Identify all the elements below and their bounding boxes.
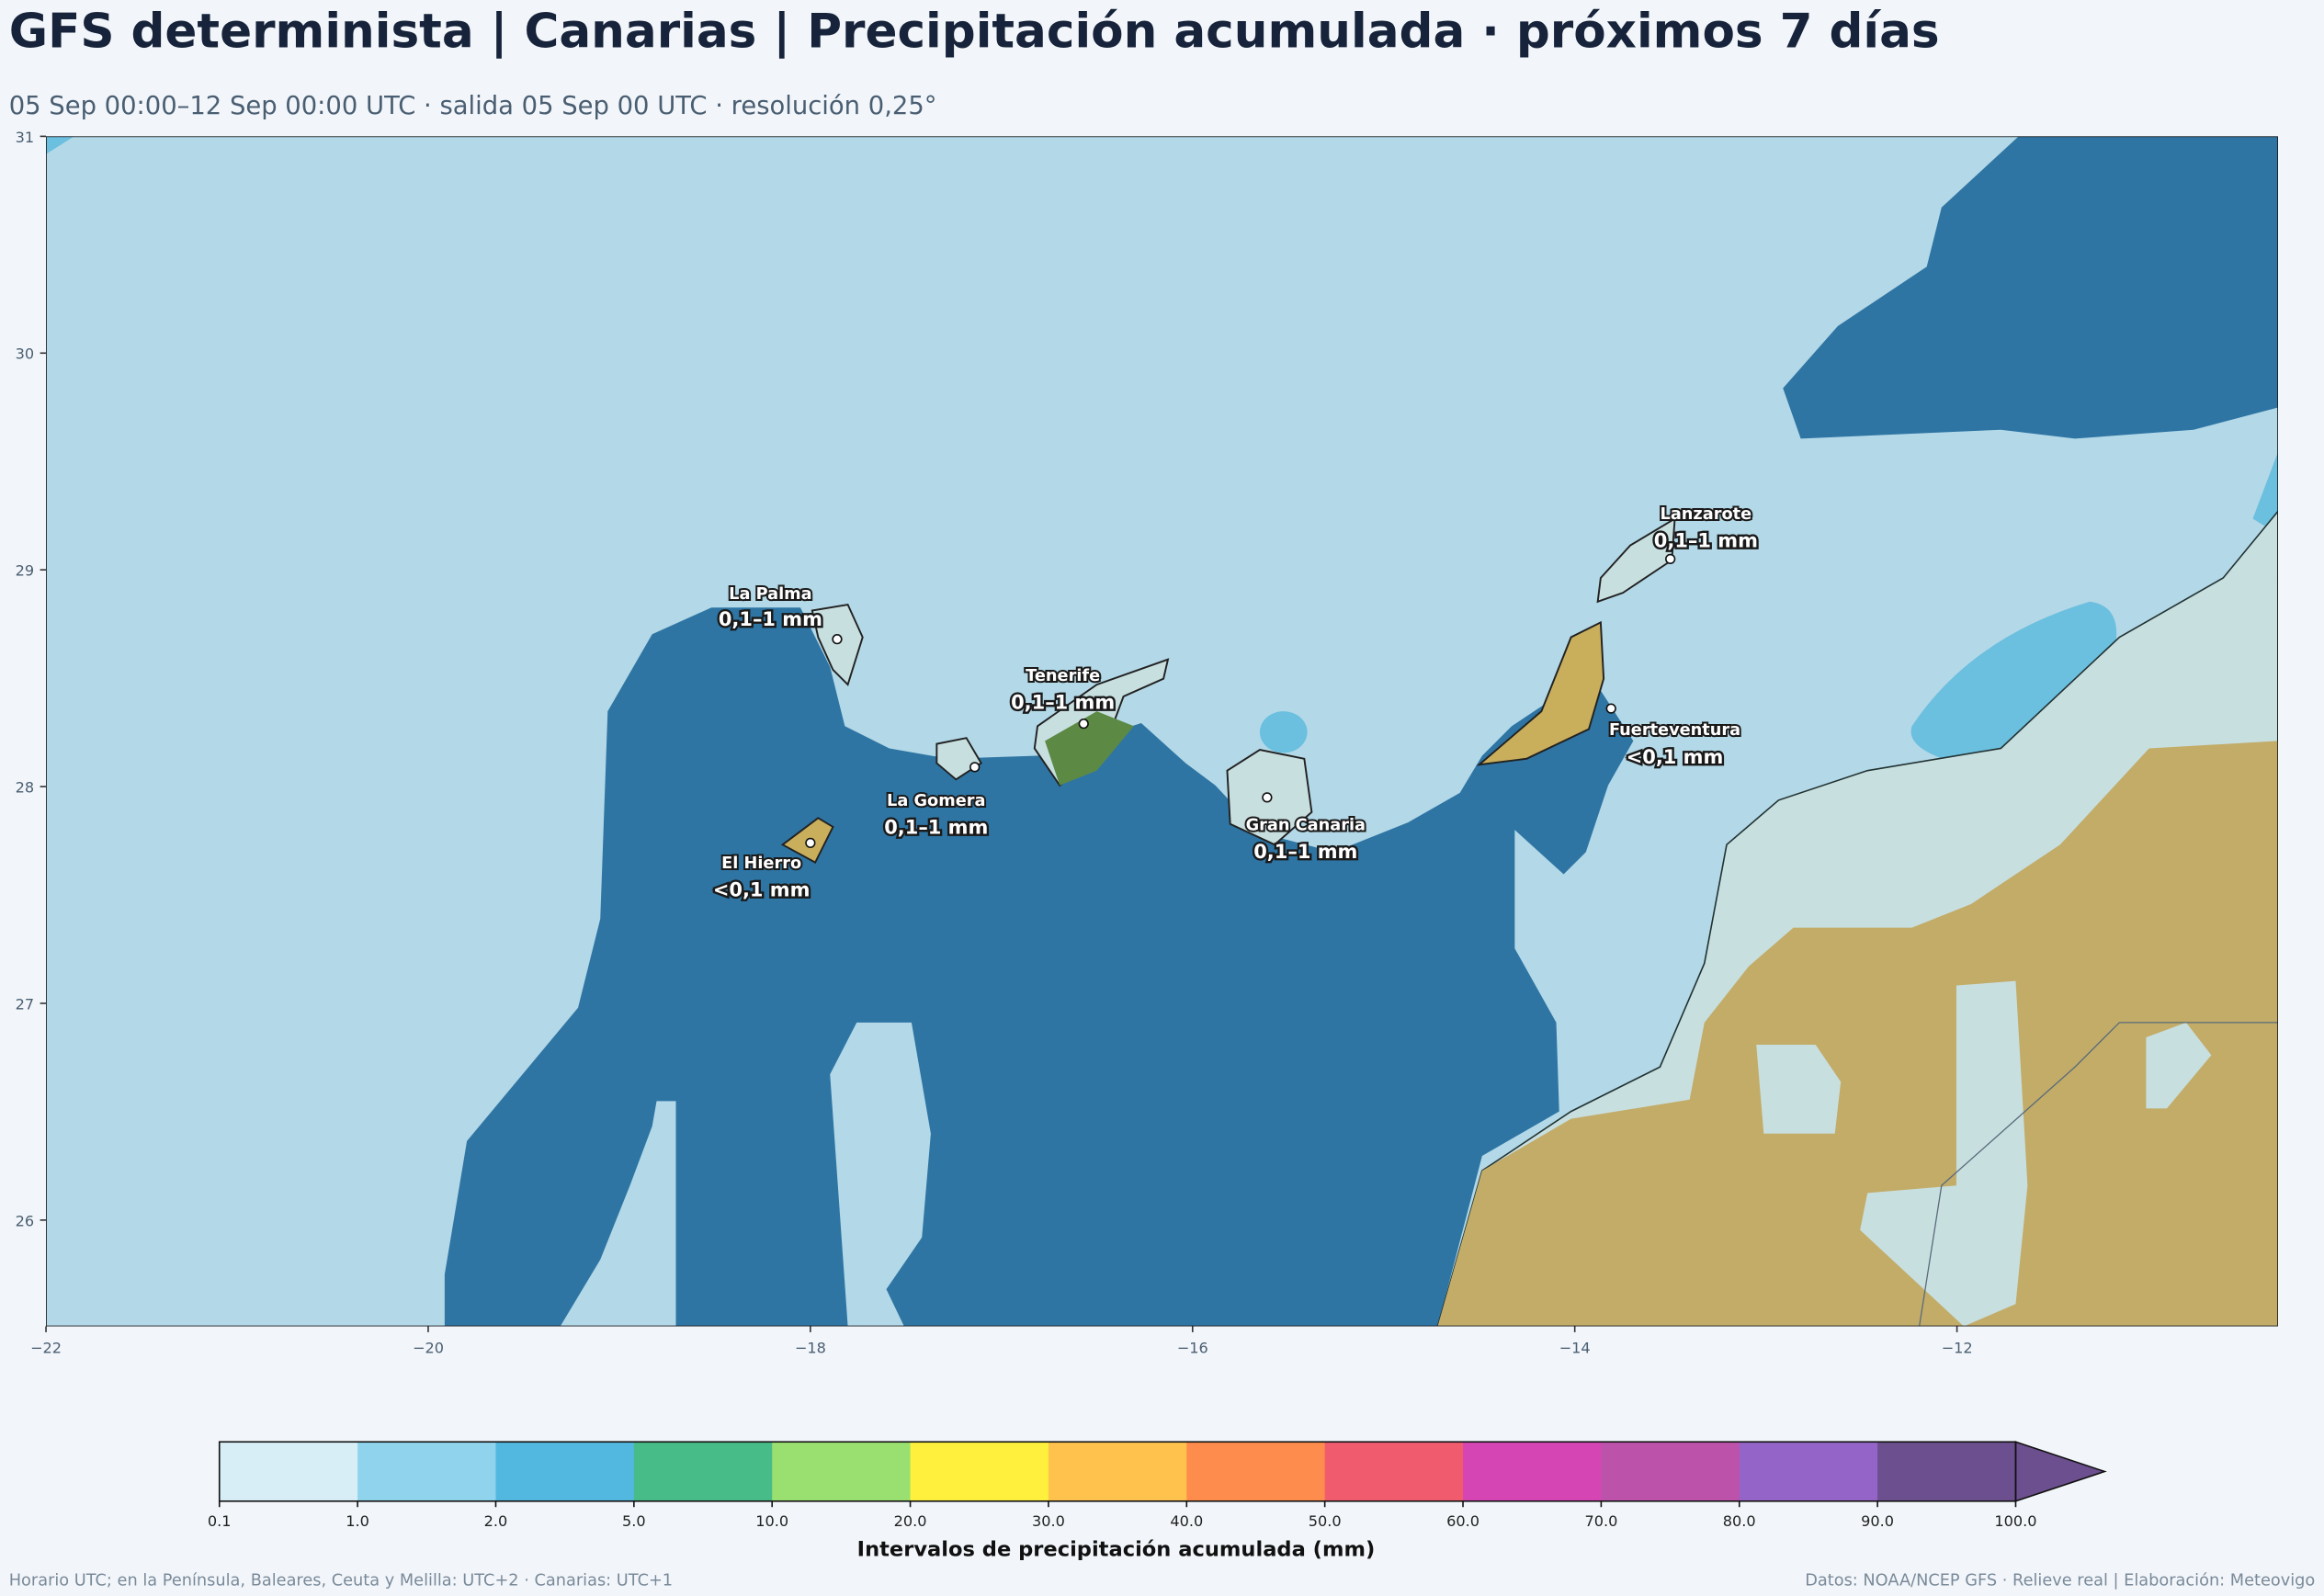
land-patch [1756, 1045, 1842, 1134]
footer-left: Horario UTC; en la Península, Baleares, … [9, 1572, 673, 1590]
border [1919, 1022, 2278, 1327]
colorbar-tick-label: 1.0 [346, 1512, 369, 1530]
island-relief [1045, 711, 1134, 786]
colorbar-segment [1048, 1442, 1188, 1501]
colorbar: 0.1 1.0 2.0 5.0 10.0 20.0 30.0 40.0 50.0 60.0 70.0… [208, 1441, 2107, 1530]
footer-right: Datos: NOAA/NCEP GFS · Relieve real | El… [1805, 1572, 2315, 1590]
colorbar-tick-label: 30.0 [1032, 1512, 1065, 1530]
x-tick-label: −12 [1942, 1339, 1973, 1356]
axes: −22 −20 −18 −16 −14 −12 26 27 28 29 30 31 [16, 129, 1973, 1357]
x-tick-label: −16 [1177, 1339, 1208, 1356]
island-name: Lanzarote [1661, 505, 1752, 524]
precip-region [1783, 136, 2278, 439]
map-layers [46, 136, 2278, 1327]
island-value: 0,1–1 mm [719, 608, 822, 630]
island-point [1078, 719, 1089, 730]
y-tick-label: 27 [16, 995, 35, 1013]
x-tick-label: −14 [1559, 1339, 1591, 1356]
x-tick-label: −18 [795, 1339, 826, 1356]
island-value: 0,1–1 mm [1011, 692, 1115, 714]
colorbar-segment [1324, 1442, 1464, 1501]
colorbar-tick-label: 2.0 [484, 1512, 508, 1530]
colorbar-tick-label: 60.0 [1446, 1512, 1479, 1530]
colorbar-segment [357, 1442, 497, 1501]
colorbar-segment [910, 1442, 1049, 1501]
x-tick-label: −20 [413, 1339, 444, 1356]
island-point [1262, 792, 1273, 803]
y-tick-label: 30 [16, 345, 35, 363]
island-point [832, 634, 843, 645]
island-value: 0,1–1 mm [884, 816, 988, 838]
colorbar-tick-label: 50.0 [1309, 1512, 1342, 1530]
colorbar-tick-label: 10.0 [755, 1512, 788, 1530]
y-tick-label: 28 [16, 779, 35, 797]
island-value: <0,1 mm [1627, 746, 1724, 768]
colorbar-tick-label: 5.0 [622, 1512, 646, 1530]
y-tick-label: 31 [16, 129, 35, 146]
colorbar-segment [219, 1442, 358, 1501]
island-point [805, 837, 816, 849]
island-shape [811, 603, 864, 686]
island-name: Gran Canaria [1246, 816, 1366, 834]
colorbar-segment [1463, 1442, 1603, 1501]
island-shape [1476, 620, 1605, 766]
island-point [1605, 703, 1616, 714]
precip-hole [830, 1022, 931, 1327]
colorbar-frame [218, 1441, 2017, 1502]
land-patch [2146, 1022, 2212, 1109]
island-name: El Hierro [721, 855, 801, 873]
island-labels: La Palma 0,1–1 mm Tenerife 0,1–1 mm La Gomer… [710, 504, 1760, 903]
colorbar-segment [1186, 1442, 1326, 1501]
colorbar-segment [1877, 1442, 2017, 1501]
y-tick-label: 26 [16, 1212, 35, 1229]
title: GFS determinista | Canarias | Precipitac… [9, 5, 1940, 60]
island-name: Tenerife [1026, 667, 1100, 685]
colorbar-tick-label: 20.0 [894, 1512, 927, 1530]
island-name: La Gomera [887, 792, 985, 810]
x-tick-label: −22 [30, 1339, 62, 1356]
colorbar-segment [1739, 1442, 1878, 1501]
island-point [1665, 553, 1676, 565]
island-name: La Palma [729, 585, 811, 604]
land-patch [1860, 980, 2028, 1327]
colorbar-tick-label: 80.0 [1723, 1512, 1756, 1530]
colorbar-segment [1601, 1442, 1740, 1501]
island-value: <0,1 mm [713, 878, 811, 900]
colorbar-segment [772, 1442, 912, 1501]
island-value: 0,1–1 mm [1654, 529, 1758, 551]
colorbar-tick-label: 90.0 [1861, 1512, 1894, 1530]
subtitle: 05 Sep 00:00–12 Sep 00:00 UTC · salida 0… [9, 92, 937, 120]
colorbar-tick-label: 40.0 [1170, 1512, 1203, 1530]
precip-patch [2252, 451, 2278, 526]
colorbar-tick-label: 0.1 [208, 1512, 232, 1530]
colorbar-tick-label: 100.0 [1994, 1512, 2036, 1530]
colorbar-title: Intervalos de precipitación acumulada (m… [857, 1537, 1376, 1561]
island-point [969, 762, 981, 773]
island-value: 0,1–1 mm [1253, 841, 1357, 863]
island-name: Fuerteventura [1609, 721, 1740, 740]
colorbar-tick-label: 70.0 [1584, 1512, 1617, 1530]
colorbar-segment [633, 1442, 774, 1501]
y-tick-label: 29 [16, 562, 35, 580]
precip-region [444, 607, 1634, 1327]
precip-hole [560, 1101, 676, 1327]
precip-patch [1259, 711, 1308, 753]
colorbar-segment [495, 1442, 635, 1501]
land-relief [1437, 741, 2278, 1327]
